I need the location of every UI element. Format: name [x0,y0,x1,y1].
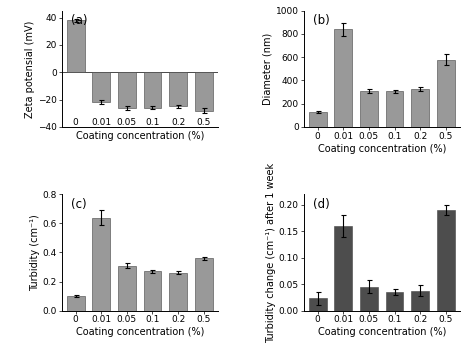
Bar [385,91,403,127]
Bar [411,291,429,311]
Y-axis label: Zeta potensial (mV): Zeta potensial (mV) [25,20,35,117]
Bar [144,271,162,311]
Bar [67,296,85,311]
Text: 0.05: 0.05 [117,118,137,127]
Bar [67,20,85,72]
Text: (c): (c) [71,198,87,211]
Bar [334,226,352,311]
Y-axis label: Turbidity (cm⁻¹): Turbidity (cm⁻¹) [29,214,40,291]
Y-axis label: Diameter (nm): Diameter (nm) [263,33,273,105]
Text: 0: 0 [73,118,79,127]
Y-axis label: Turbidity change (cm⁻¹) after 1 week: Turbidity change (cm⁻¹) after 1 week [266,162,276,342]
Text: 0.01: 0.01 [91,118,111,127]
X-axis label: Coating concentration (%): Coating concentration (%) [75,131,204,141]
Bar [309,298,327,311]
Bar [360,287,378,311]
X-axis label: Coating concentration (%): Coating concentration (%) [318,144,446,154]
Bar [385,292,403,311]
Bar [169,273,187,311]
Bar [195,258,213,311]
Bar [144,72,162,108]
Text: (b): (b) [313,14,330,27]
Bar [437,210,455,311]
Text: (a): (a) [71,14,88,27]
X-axis label: Coating concentration (%): Coating concentration (%) [75,327,204,337]
Text: (d): (d) [313,198,330,211]
Bar [360,91,378,127]
Bar [118,72,136,108]
Bar [411,89,429,127]
X-axis label: Coating concentration (%): Coating concentration (%) [318,327,446,337]
Bar [92,72,110,102]
Bar [309,112,327,127]
Text: 0.2: 0.2 [171,118,185,127]
Bar [195,72,213,111]
Bar [118,266,136,311]
Bar [437,60,455,127]
Text: 0.1: 0.1 [146,118,160,127]
Bar [92,218,110,311]
Bar [334,29,352,127]
Text: 0.5: 0.5 [197,118,211,127]
Bar [169,72,187,106]
